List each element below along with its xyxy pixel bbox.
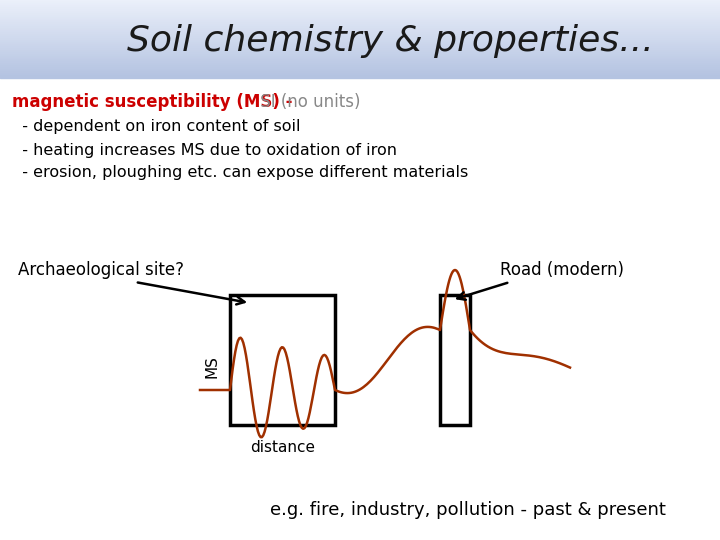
Bar [0, 64, 720, 66]
Bar [0, 43, 720, 45]
Text: MS: MS [204, 355, 220, 378]
Bar [0, 31, 720, 33]
Bar [0, 47, 720, 49]
Bar [0, 19, 720, 22]
Bar [0, 72, 720, 74]
Bar [0, 14, 720, 16]
Bar [0, 10, 720, 12]
Bar [0, 4, 720, 6]
Bar [0, 35, 720, 37]
Bar [0, 33, 720, 35]
Bar [0, 55, 720, 57]
Bar [0, 28, 720, 29]
Text: - erosion, ploughing etc. can expose different materials: - erosion, ploughing etc. can expose dif… [12, 165, 468, 180]
Bar [0, 68, 720, 70]
Bar [0, 17, 720, 19]
Bar [0, 25, 720, 28]
Bar [0, 41, 720, 43]
Bar [0, 0, 720, 2]
Bar [0, 51, 720, 52]
Bar [0, 57, 720, 58]
Text: - heating increases MS due to oxidation of iron: - heating increases MS due to oxidation … [12, 143, 397, 158]
Bar [0, 52, 720, 55]
Bar [0, 6, 720, 8]
Bar [0, 39, 720, 41]
Bar [0, 45, 720, 47]
Bar [0, 8, 720, 10]
Bar [0, 29, 720, 31]
Bar [0, 70, 720, 72]
Text: Road (modern): Road (modern) [500, 261, 624, 279]
Text: Archaeological site?: Archaeological site? [18, 261, 184, 279]
Bar [0, 74, 720, 76]
Text: SI (no units): SI (no units) [255, 93, 361, 111]
Bar [0, 23, 720, 25]
Bar [0, 2, 720, 4]
Text: magnetic susceptibility (MS) -: magnetic susceptibility (MS) - [12, 93, 292, 111]
Bar [0, 22, 720, 23]
Text: Soil chemistry & properties...: Soil chemistry & properties... [127, 24, 653, 58]
Bar [0, 12, 720, 14]
Bar [440, 295, 470, 425]
Bar [0, 63, 720, 64]
Bar [0, 37, 720, 39]
Bar [0, 16, 720, 18]
Bar [0, 66, 720, 68]
Text: e.g. fire, industry, pollution - past & present: e.g. fire, industry, pollution - past & … [270, 501, 666, 519]
Bar [0, 60, 720, 63]
Bar [230, 295, 335, 425]
Bar [0, 49, 720, 51]
Bar [0, 58, 720, 60]
Text: - dependent on iron content of soil: - dependent on iron content of soil [12, 119, 300, 134]
Bar [0, 76, 720, 78]
Text: distance: distance [250, 440, 315, 455]
